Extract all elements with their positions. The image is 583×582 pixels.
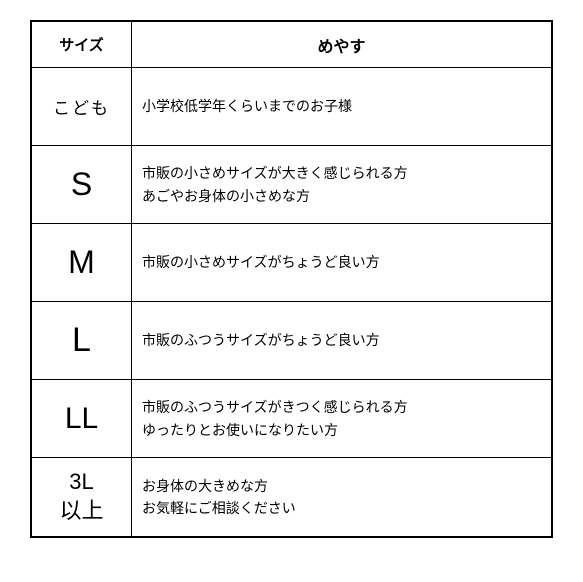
desc-line: 市販のふつうサイズがきつく感じられる方 bbox=[142, 396, 541, 418]
header-size-label: サイズ bbox=[32, 22, 132, 67]
desc-cell: 市販のふつうサイズがきつく感じられる方ゆったりとお使いになりたい方 bbox=[132, 380, 551, 457]
table-row: L 市販のふつうサイズがちょうど良い方 bbox=[32, 302, 551, 380]
table-header-row: サイズ めやす bbox=[32, 22, 551, 68]
desc-cell: 市販の小さめサイズがちょうど良い方 bbox=[132, 224, 551, 301]
desc-line: 市販の小さめサイズが大きく感じられる方 bbox=[142, 162, 541, 184]
desc-line: お身体の大きめな方 bbox=[142, 475, 541, 497]
desc-cell: 市販の小さめサイズが大きく感じられる方あごやお身体の小さめな方 bbox=[132, 146, 551, 223]
desc-cell: 市販のふつうサイズがちょうど良い方 bbox=[132, 302, 551, 379]
desc-line: 小学校低学年くらいまでのお子様 bbox=[142, 95, 541, 117]
desc-cell: 小学校低学年くらいまでのお子様 bbox=[132, 68, 551, 145]
size-cell: LL bbox=[32, 380, 132, 457]
table-row: M 市販の小さめサイズがちょうど良い方 bbox=[32, 224, 551, 302]
size-cell: 3L以上 bbox=[32, 458, 132, 536]
desc-line: 市販の小さめサイズがちょうど良い方 bbox=[142, 251, 541, 273]
size-table: サイズ めやす こども小学校低学年くらいまでのお子様S市販の小さめサイズが大きく… bbox=[30, 20, 553, 538]
desc-line: お気軽にご相談ください bbox=[142, 497, 541, 519]
desc-line: ゆったりとお使いになりたい方 bbox=[142, 419, 541, 441]
desc-line: 市販のふつうサイズがちょうど良い方 bbox=[142, 329, 541, 351]
desc-cell: お身体の大きめな方お気軽にご相談ください bbox=[132, 458, 551, 536]
table-row: LL市販のふつうサイズがきつく感じられる方ゆったりとお使いになりたい方 bbox=[32, 380, 551, 458]
header-desc-label: めやす bbox=[132, 22, 551, 67]
size-cell: L bbox=[32, 302, 132, 379]
table-row: こども小学校低学年くらいまでのお子様 bbox=[32, 68, 551, 146]
size-cell: S bbox=[32, 146, 132, 223]
table-row: 3L以上お身体の大きめな方お気軽にご相談ください bbox=[32, 458, 551, 536]
table-row: S市販の小さめサイズが大きく感じられる方あごやお身体の小さめな方 bbox=[32, 146, 551, 224]
desc-line: あごやお身体の小さめな方 bbox=[142, 185, 541, 207]
size-cell: こども bbox=[32, 68, 132, 145]
size-cell: M bbox=[32, 224, 132, 301]
